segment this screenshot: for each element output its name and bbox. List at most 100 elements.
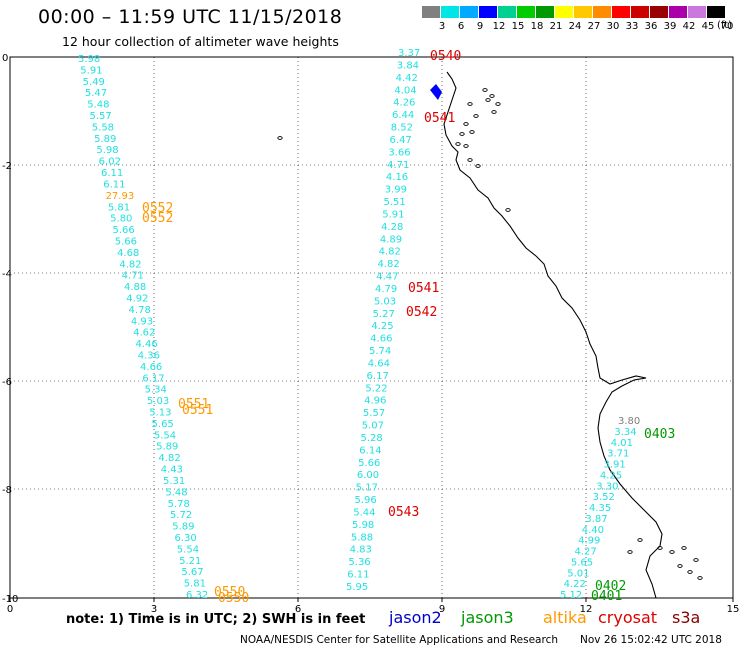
colorbar-tick-label: 33 xyxy=(625,21,639,32)
pass-time-label: 0551 xyxy=(178,397,209,412)
colorbar-swatch xyxy=(479,6,497,18)
x-tick-label: 15 xyxy=(727,604,740,615)
wave-height-value: 5.47 xyxy=(85,88,107,99)
colorbar-tick-label: 18 xyxy=(530,21,544,32)
y-tick-label: -2 xyxy=(2,161,12,172)
wave-height-value: 4.79 xyxy=(375,284,397,295)
lake-shape xyxy=(430,84,442,100)
wave-height-value: 5.66 xyxy=(358,458,380,469)
y-tick-label: -10 xyxy=(2,594,18,605)
map-title: 00:00 – 11:59 UTC 11/15/2018 xyxy=(38,6,343,28)
wave-height-value: 3.99 xyxy=(385,185,407,196)
wave-height-value: 3.84 xyxy=(397,60,419,71)
wave-height-value: 6.11 xyxy=(101,168,123,179)
colorbar-unit: (ft) xyxy=(717,20,733,31)
wave-height-value: 4.66 xyxy=(140,362,162,373)
map-frame: 0 3 6 9 12 15 0 -2 -4 -6 -8 -10 xyxy=(2,53,739,615)
x-tick-label: 0 xyxy=(7,604,13,615)
wave-height-value: 5.81 xyxy=(108,202,130,213)
colorbar-swatch xyxy=(441,6,459,18)
wave-height-value: 5.91 xyxy=(382,209,404,220)
wave-height-value: 4.25 xyxy=(371,321,393,332)
island-outline xyxy=(277,136,283,140)
pass-time-label: 0401 xyxy=(591,589,622,604)
pass-time-label: 0552 xyxy=(142,201,173,216)
wave-height-value: 4.42 xyxy=(396,73,418,84)
wave-height-value: 5.49 xyxy=(83,77,105,88)
colorbar-tick-label: 70 xyxy=(720,21,734,32)
wave-height-value: 6.32 xyxy=(186,590,208,601)
wave-height-value: 5.66 xyxy=(115,236,137,247)
colorbar-swatch xyxy=(536,6,554,18)
island-outline xyxy=(669,550,675,554)
satellite-legend-s3a: s3a xyxy=(672,608,701,627)
pass-time-label: 0550 xyxy=(214,585,245,600)
wave-height-value: 4.92 xyxy=(126,293,148,304)
map-border xyxy=(9,56,734,599)
wave-height-value: 6.44 xyxy=(392,110,414,121)
wave-height-value: 4.43 xyxy=(161,465,183,476)
footer-note: note: 1) Time is in UTC; 2) SWH is in fe… xyxy=(66,612,366,627)
wave-height-value: 4.96 xyxy=(364,396,386,407)
colorbar-swatch xyxy=(555,6,573,18)
wave-height-value: 4.62 xyxy=(133,328,155,339)
island-outline xyxy=(469,130,475,134)
pass-time-label: 0550 xyxy=(218,591,249,606)
wave-height-value: 4.01 xyxy=(611,438,633,449)
wave-height-value: 5.89 xyxy=(94,134,116,145)
pass-time-label: 0403 xyxy=(644,427,675,442)
wave-height-value: 5.28 xyxy=(361,433,383,444)
wave-height-value: 5.01 xyxy=(567,568,589,579)
wave-height-value: 6.47 xyxy=(390,135,412,146)
wave-height-value: 5.54 xyxy=(177,544,199,555)
wave-height-value: 5.17 xyxy=(356,483,378,494)
wave-height-value: 4.78 xyxy=(129,305,151,316)
colorbar-tick-label: 12 xyxy=(492,21,506,32)
island-outline xyxy=(677,564,683,568)
wave-height-value: 5.03 xyxy=(374,296,396,307)
colorbar-tick-label: 27 xyxy=(587,21,601,32)
wave-height-value: 4.35 xyxy=(589,503,611,514)
wave-height-value: 6.00 xyxy=(357,470,379,481)
wave-height-value: 6.11 xyxy=(103,179,125,190)
coastline-path xyxy=(443,71,663,599)
wave-height-value: 6.30 xyxy=(175,533,197,544)
colorbar-tick-label: 42 xyxy=(682,21,696,32)
y-tick-label: -8 xyxy=(2,485,12,496)
pass-time-label: 0543 xyxy=(388,505,419,520)
wave-height-value: 4.22 xyxy=(564,579,586,590)
wave-height-value: 5.44 xyxy=(353,507,375,518)
colorbar-swatch xyxy=(707,6,725,18)
wave-height-value: 4.88 xyxy=(124,282,146,293)
wave-height-value: 5.80 xyxy=(110,214,132,225)
wave-height-value: 5.96 xyxy=(354,495,376,506)
wave-height-value: 3.52 xyxy=(593,492,615,503)
wave-height-value: 6.02 xyxy=(99,157,121,168)
wave-height-value: 5.34 xyxy=(145,385,167,396)
colorbar-tick-label: 45 xyxy=(701,21,715,32)
island-outline xyxy=(681,546,687,550)
island-outline xyxy=(657,546,663,550)
satellite-legend-altika: altika xyxy=(543,608,587,627)
island-outline xyxy=(687,570,693,574)
pass-time-label: 0542 xyxy=(406,305,437,320)
wave-height-value: 5.91 xyxy=(80,65,102,76)
y-tick-label: -4 xyxy=(2,269,12,280)
x-tick-label: 6 xyxy=(295,604,301,615)
x-tick-label: 12 xyxy=(580,604,593,615)
wave-height-value: 5.74 xyxy=(369,346,391,357)
wave-height-value: 5.48 xyxy=(87,100,109,111)
map-subtitle: 12 hour collection of altimeter wave hei… xyxy=(62,34,339,49)
island-outline xyxy=(495,102,501,106)
island-outline xyxy=(489,94,495,98)
colorbar-tick-label: 9 xyxy=(476,21,484,32)
colorbar-swatch xyxy=(498,6,516,18)
satellite-legend-jason2: jason2 xyxy=(389,608,442,627)
wave-height-value: 4.82 xyxy=(158,453,180,464)
wave-height-tracks: 5.985.915.495.475.485.575.585.895.986.02… xyxy=(78,48,640,601)
wave-height-value: 3.30 xyxy=(596,481,618,492)
wave-height-value: 27.93 xyxy=(106,191,135,202)
colorbar-tick-label: 39 xyxy=(663,21,677,32)
island-outline xyxy=(482,88,488,92)
